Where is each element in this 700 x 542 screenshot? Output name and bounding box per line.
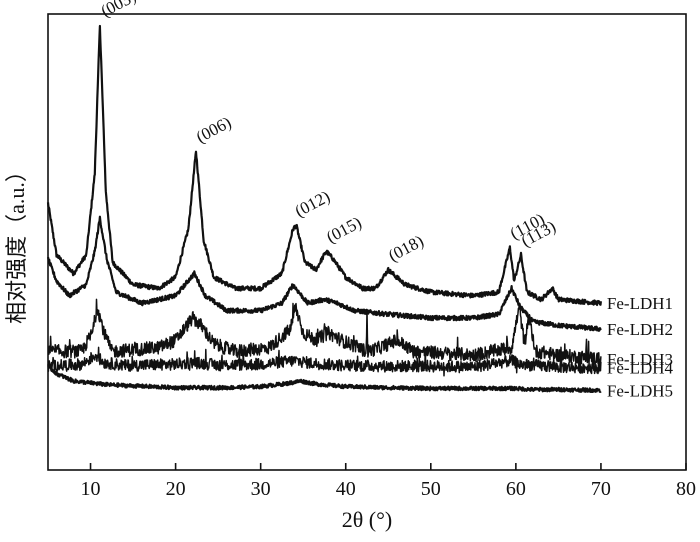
peak-label-2: (006) <box>193 113 234 147</box>
series-label-4: Fe-LDH4 <box>607 359 674 378</box>
peak-label-1: (003) <box>98 0 139 21</box>
x-ticks: 10 20 30 40 50 60 70 80 <box>81 463 696 500</box>
series-line-3 <box>47 298 602 366</box>
peak-label-5: (018) <box>385 231 426 265</box>
series-label-5: Fe-LDH5 <box>607 381 673 400</box>
x-tick-label: 30 <box>251 478 271 500</box>
x-tick-label: 40 <box>336 478 356 500</box>
plot-frame <box>47 13 687 471</box>
x-tick-label: 50 <box>421 478 441 500</box>
series-label-1: Fe-LDH1 <box>607 294 673 313</box>
series-label-2: Fe-LDH2 <box>607 320 673 339</box>
series-line-5 <box>47 364 602 393</box>
peak-label-3: (012) <box>292 187 333 221</box>
series-layer <box>46 24 602 393</box>
x-tick-label: 80 <box>676 478 696 500</box>
peak-labels: (003)(006)(012)(015)(018)(110)(113) <box>98 0 559 265</box>
x-axis-title: 2θ (°) <box>342 507 393 532</box>
series-line-2 <box>46 215 602 332</box>
x-tick-label: 10 <box>81 478 101 500</box>
series-line-4 <box>47 346 602 377</box>
series-line-1 <box>46 24 602 306</box>
x-tick-label: 70 <box>591 478 611 500</box>
x-tick-label: 20 <box>166 478 186 500</box>
peak-label-4: (015) <box>323 213 364 247</box>
y-axis-title: 相对强度（a.u.） <box>4 160 29 324</box>
x-tick-label: 60 <box>506 478 526 500</box>
series-label-3: Fe-LDH3 <box>607 350 673 369</box>
